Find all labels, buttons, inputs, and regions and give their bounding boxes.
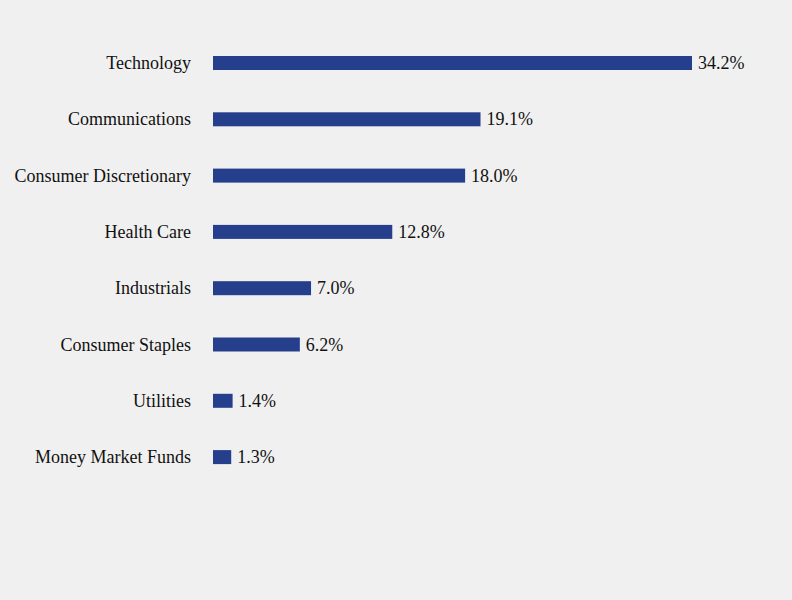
bar [213,394,233,408]
category-label: Consumer Discretionary [15,166,191,186]
bars [213,56,692,464]
bar [213,225,392,239]
bar [213,281,311,295]
bar [213,338,300,352]
bar [213,169,465,183]
bar [213,56,692,70]
data-label: 34.2% [698,53,745,73]
data-label: 18.0% [471,166,517,186]
data-label: 1.3% [237,447,274,467]
category-label: Industrials [115,278,191,298]
background [0,0,792,600]
labels: Technology 34.2% Communications 19.1% Consum… [15,53,745,467]
data-label: 6.2% [306,335,344,355]
chart: Technology 34.2% Communications 19.1% Consum… [0,0,792,600]
category-label: Technology [106,53,191,73]
chart-container: Technology 34.2% Communications 19.1% Consum… [0,0,792,600]
category-label: Money Market Funds [35,447,191,467]
category-label: Consumer Staples [61,335,192,355]
bar [213,112,481,126]
data-label: 7.0% [317,278,355,298]
data-label: 19.1% [487,109,534,129]
category-label: Utilities [133,391,191,411]
bar [213,450,231,464]
category-label: Health Care [105,222,191,242]
category-label: Communications [68,109,191,129]
data-label: 1.4% [239,391,277,411]
data-label: 12.8% [398,222,445,242]
